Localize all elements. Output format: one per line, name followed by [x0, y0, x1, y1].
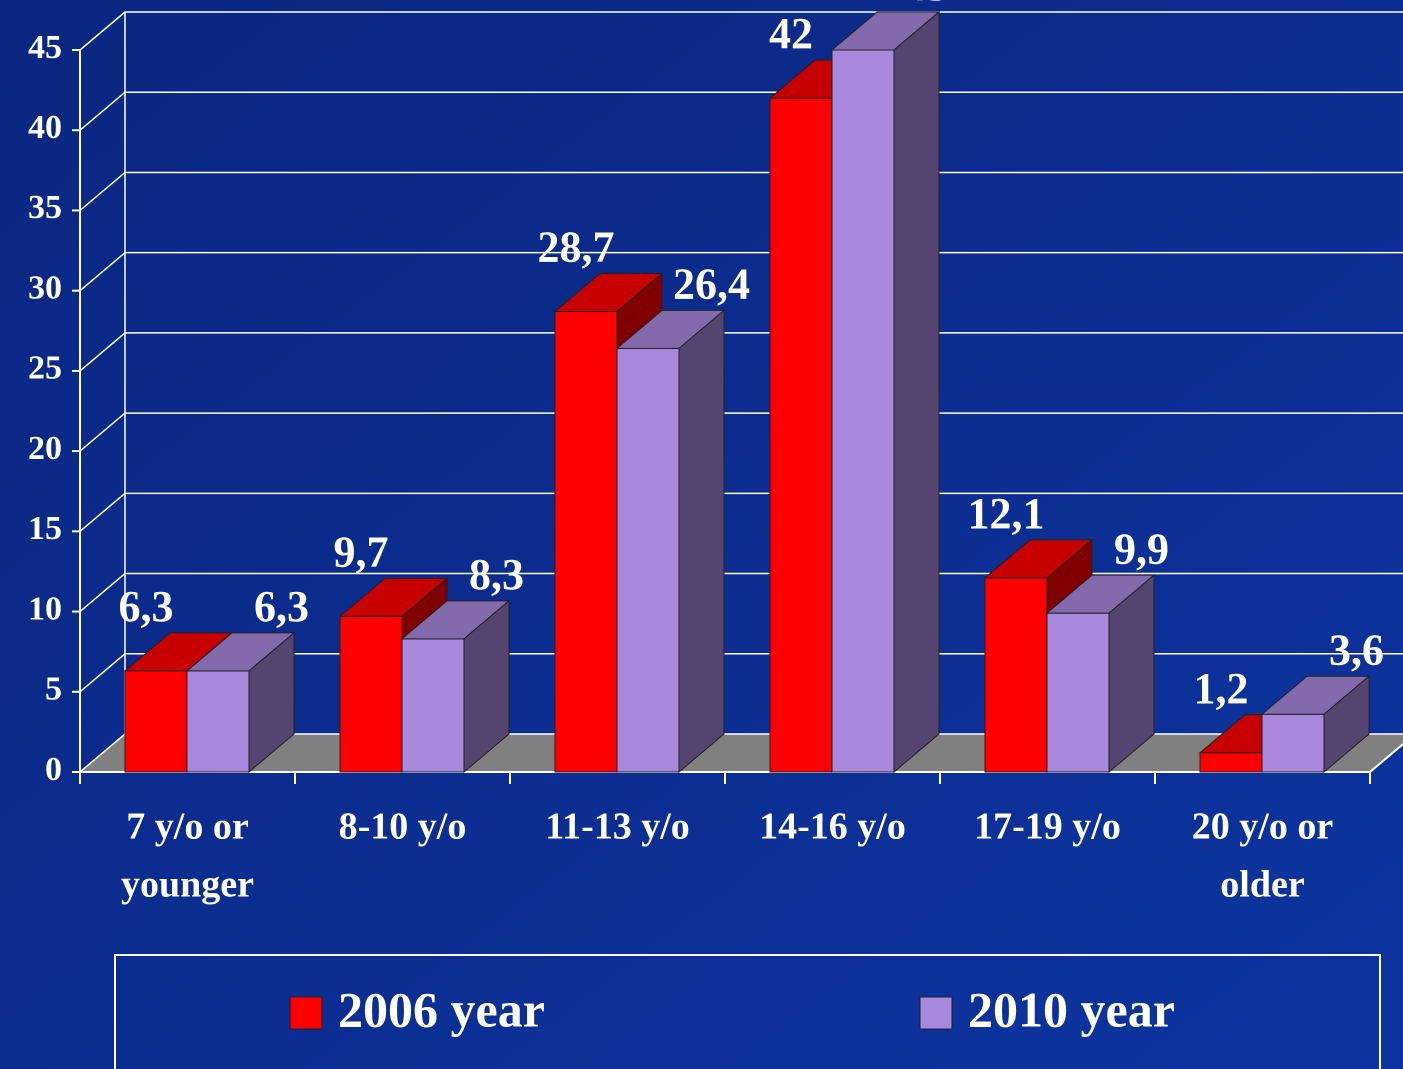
bar-front — [1199, 752, 1263, 773]
grid-line — [79, 572, 1403, 613]
bar-front — [186, 670, 250, 773]
value-label: 9,9 — [1114, 524, 1169, 573]
y-tick-label: 0 — [45, 751, 62, 788]
legend-box — [114, 954, 1381, 1069]
value-label: 8,3 — [469, 550, 524, 599]
bar-front — [1046, 612, 1110, 773]
grid-line — [79, 171, 1403, 212]
grid-line — [79, 412, 1403, 452]
grid-line — [79, 11, 1403, 51]
value-label: 42 — [769, 9, 813, 58]
value-label: 6,3 — [254, 582, 309, 631]
bar — [830, 10, 941, 774]
y-tick-label: 35 — [28, 189, 62, 226]
value-label: 45 — [905, 0, 949, 10]
grid-line — [79, 91, 1403, 131]
bar — [400, 599, 511, 774]
y-tick-label: 45 — [28, 29, 62, 66]
legend-label: 2010 year — [968, 981, 1175, 1037]
y-tick-label: 5 — [45, 671, 62, 708]
bar-front — [339, 615, 403, 773]
value-label: 28,7 — [538, 223, 615, 272]
value-label: 1,2 — [1194, 664, 1249, 713]
bar-side — [893, 10, 940, 774]
legend-swatch — [289, 996, 323, 1030]
bar-front — [554, 311, 618, 773]
y-tick-label: 15 — [28, 510, 62, 547]
bar-side — [248, 631, 295, 774]
bar-side — [1323, 675, 1370, 774]
bar-front — [769, 97, 833, 773]
bar-front — [616, 347, 680, 773]
bar — [1045, 574, 1156, 774]
bar-front — [831, 49, 895, 773]
x-tick-label: 7 y/o or — [126, 806, 249, 848]
bar-side — [678, 309, 725, 774]
value-label: 3,6 — [1329, 625, 1384, 674]
grid-line — [79, 653, 1403, 693]
y-tick-label: 30 — [28, 269, 62, 306]
grid-line — [79, 332, 1403, 372]
bar-front — [401, 638, 465, 773]
bar — [1260, 675, 1371, 774]
grid-line — [79, 251, 1403, 292]
value-label: 12,1 — [968, 489, 1045, 538]
y-tick-label: 10 — [28, 590, 62, 627]
value-label: 26,4 — [673, 260, 750, 309]
bar-side — [1108, 574, 1155, 774]
y-tick-label: 20 — [28, 430, 62, 467]
legend-swatch — [919, 996, 953, 1030]
bar-front — [124, 670, 188, 773]
x-tick-label: 20 y/o or — [1192, 806, 1334, 848]
x-axis-depth — [1369, 742, 1403, 773]
y-tick-label: 40 — [28, 109, 62, 146]
grid-line — [79, 492, 1403, 532]
x-tick-label: 8-10 y/o — [339, 806, 467, 848]
x-tick-label: 11-13 y/o — [545, 806, 690, 848]
bar — [615, 309, 726, 774]
value-label: 6,3 — [119, 582, 174, 631]
x-tick-label: older — [1220, 864, 1305, 906]
bar — [185, 631, 296, 774]
y-tick-label: 25 — [28, 350, 62, 387]
x-tick-label: younger — [121, 864, 254, 906]
bar-front — [1261, 713, 1325, 773]
value-label: 9,7 — [334, 527, 389, 576]
x-tick-label: 14-16 y/o — [759, 806, 906, 848]
x-tick-label: 17-19 y/o — [974, 806, 1121, 848]
bar-front — [984, 577, 1048, 773]
bar-side — [463, 599, 510, 774]
legend-label: 2006 year — [338, 981, 545, 1037]
